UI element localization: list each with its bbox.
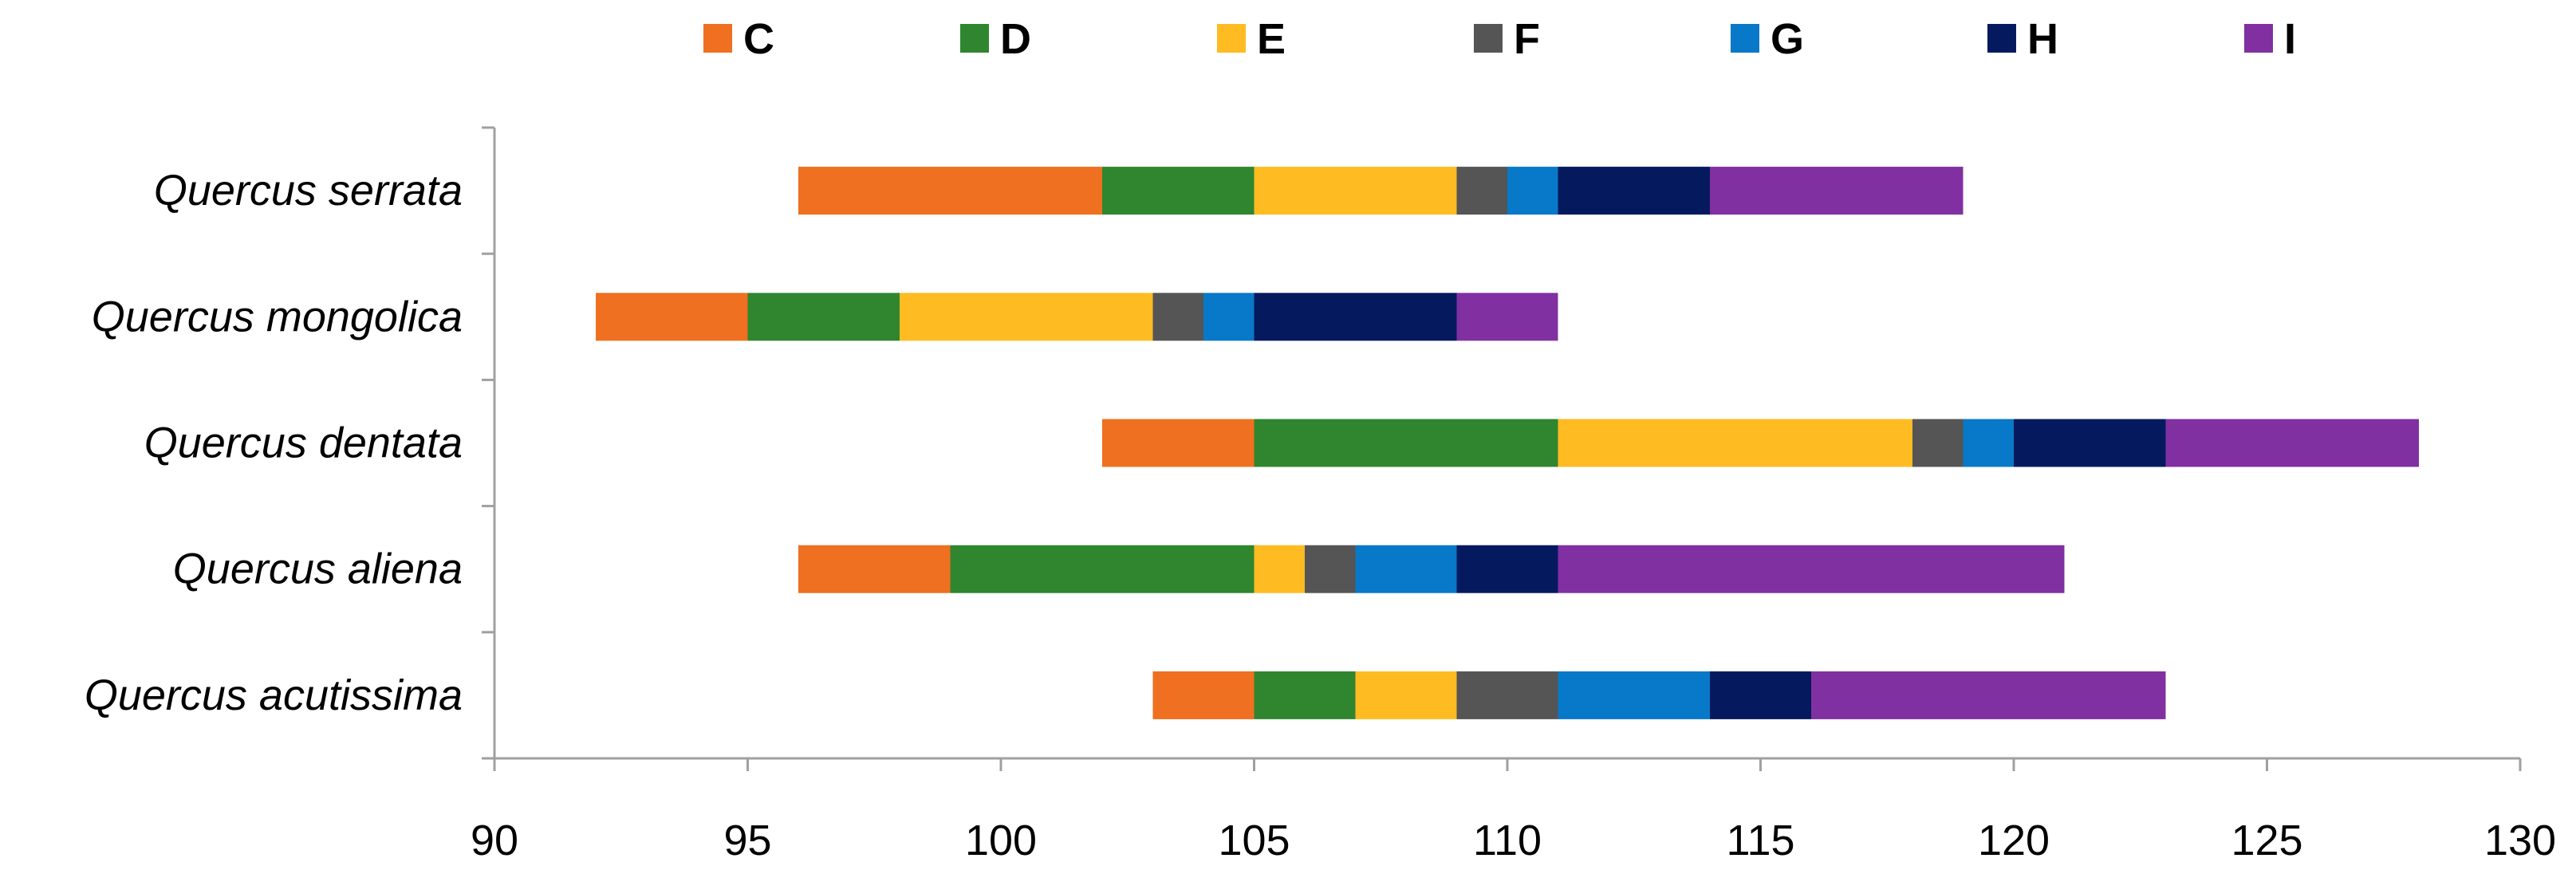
bar-segment-c [798, 545, 951, 593]
x-tick-label: 95 [723, 817, 771, 864]
category-label: Quercus acutissima [85, 671, 463, 719]
bar-segment-e [1254, 545, 1305, 593]
category-label: Quercus dentata [144, 419, 463, 467]
bar-segment-c [596, 293, 748, 341]
bar-segment-d [1102, 167, 1255, 215]
bar-segment-g [1203, 293, 1255, 341]
bar-segment-f [1456, 167, 1507, 215]
bar-segment-i [1456, 293, 1558, 341]
bar-segment-f [1152, 293, 1203, 341]
legend-label: H [2027, 15, 2058, 63]
bar-segment-c [1102, 419, 1255, 467]
legend-swatch-f [1474, 24, 1503, 53]
bar-segment-d [1254, 419, 1558, 467]
bar-segment-e [1558, 419, 1912, 467]
bar-segment-h [2014, 419, 2166, 467]
legend-swatch-h [1987, 24, 2016, 53]
bar-segment-c [798, 167, 1102, 215]
x-tick-label: 100 [965, 817, 1037, 864]
x-tick-label: 90 [471, 817, 518, 864]
bar-segment-d [950, 545, 1255, 593]
bar-segment-f [1305, 545, 1356, 593]
legend-swatch-i [2244, 24, 2273, 53]
bar-segment-g [1507, 167, 1558, 215]
x-tick-label: 125 [2231, 817, 2302, 864]
x-tick-label: 105 [1218, 817, 1290, 864]
bar-segment-h [1456, 545, 1558, 593]
bar-segment-f [1912, 419, 1964, 467]
legend: C D E F G H I [703, 15, 2296, 63]
legend-swatch-d [960, 24, 989, 53]
legend-label: E [1257, 15, 1286, 63]
legend-swatch-g [1731, 24, 1759, 53]
category-label: Quercus aliena [173, 545, 463, 593]
legend-label: C [743, 15, 774, 63]
bar-segment-i [1710, 167, 1964, 215]
bar-segment-i [1811, 671, 2166, 719]
bar-segment-h [1254, 293, 1457, 341]
legend-swatch-c [703, 24, 732, 53]
bar-segment-f [1456, 671, 1558, 719]
x-tick-labels: 90 95 100 105 110 115 120 125 130 [471, 817, 2556, 864]
bar-segment-h [1558, 167, 1710, 215]
bar-segment-g [1963, 419, 2014, 467]
bar-segment-e [900, 293, 1153, 341]
x-tick-label: 110 [1473, 817, 1542, 864]
legend-label: I [2284, 15, 2296, 63]
bar-segment-i [2165, 419, 2419, 467]
bar-segment-g [1558, 671, 1710, 719]
bar-segment-d [1254, 671, 1356, 719]
x-tick-label: 120 [1978, 817, 2050, 864]
bar-segment-c [1152, 671, 1255, 719]
legend-swatch-e [1217, 24, 1246, 53]
bar-segment-h [1710, 671, 1811, 719]
bar-segment-g [1355, 545, 1457, 593]
bar-segment-e [1254, 167, 1457, 215]
bars [596, 167, 2419, 719]
category-label: Quercus serrata [154, 167, 463, 215]
x-tick-label: 130 [2484, 817, 2556, 864]
axes [482, 126, 2522, 771]
bar-segment-e [1355, 671, 1457, 719]
bar-segment-d [747, 293, 900, 341]
category-label: Quercus mongolica [92, 293, 463, 341]
bar-segment-i [1558, 545, 2065, 593]
legend-label: F [1514, 15, 1540, 63]
x-tick-label: 115 [1726, 817, 1794, 864]
legend-label: D [1000, 15, 1031, 63]
legend-label: G [1771, 15, 1804, 63]
category-labels: Quercus serrata Quercus mongolica Quercus … [85, 167, 463, 719]
